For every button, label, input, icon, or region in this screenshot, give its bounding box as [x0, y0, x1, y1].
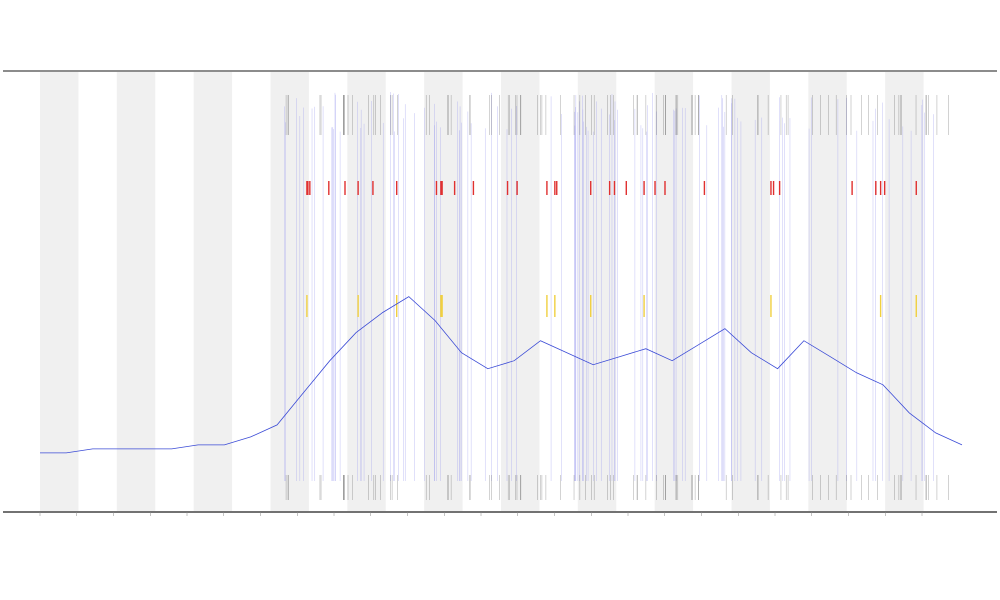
- red-mark: [879, 181, 882, 195]
- shaded-band: [270, 72, 309, 511]
- color-marks: [306, 181, 917, 317]
- shaded-band: [731, 72, 770, 511]
- red-mark: [915, 181, 917, 195]
- yellow-mark: [590, 295, 592, 317]
- yellow-mark: [546, 295, 548, 317]
- red-mark: [590, 181, 592, 195]
- shaded-band: [885, 72, 924, 511]
- red-mark: [613, 181, 616, 195]
- shaded-band: [501, 72, 540, 511]
- yellow-mark: [441, 295, 443, 317]
- shaded-band: [424, 72, 463, 511]
- red-mark: [453, 181, 456, 195]
- yellow-mark: [395, 295, 398, 317]
- shaded-band: [577, 72, 617, 511]
- shaded-band: [40, 72, 79, 511]
- series-line: [40, 296, 963, 454]
- red-mark: [395, 181, 398, 195]
- red-mark: [643, 181, 645, 195]
- rug-ticks: [285, 95, 949, 500]
- red-mark: [851, 181, 853, 195]
- red-mark: [625, 181, 627, 195]
- red-mark: [435, 181, 438, 195]
- spike-lines: [284, 92, 934, 481]
- shaded-band: [116, 72, 156, 511]
- red-mark: [516, 181, 518, 195]
- yellow-mark: [554, 295, 556, 317]
- red-mark: [703, 181, 706, 195]
- red-mark: [344, 181, 346, 195]
- red-mark: [357, 181, 359, 195]
- yellow-mark: [440, 295, 442, 317]
- red-mark: [546, 181, 548, 195]
- yellow-mark: [357, 295, 359, 317]
- red-mark: [372, 181, 374, 195]
- shaded-band: [347, 72, 386, 511]
- red-mark: [883, 181, 886, 195]
- x-ticks: [39, 512, 923, 516]
- red-mark: [554, 181, 556, 195]
- yellow-mark: [879, 295, 882, 317]
- red-mark: [654, 181, 656, 195]
- red-mark: [309, 181, 311, 195]
- red-mark: [664, 181, 666, 195]
- red-mark: [441, 181, 443, 195]
- yellow-mark: [915, 295, 917, 317]
- red-mark: [772, 181, 775, 195]
- red-mark: [306, 181, 308, 195]
- red-mark: [472, 181, 475, 195]
- red-mark: [556, 181, 558, 195]
- red-mark: [307, 181, 309, 195]
- red-mark: [608, 181, 611, 195]
- red-mark: [875, 181, 877, 195]
- shaded-band: [193, 72, 233, 511]
- shaded-band: [808, 72, 847, 511]
- red-mark: [770, 181, 772, 195]
- yellow-mark: [770, 295, 772, 317]
- red-mark: [328, 181, 330, 195]
- shaded-bands: [40, 72, 924, 511]
- yellow-mark: [306, 295, 308, 317]
- yellow-mark: [643, 295, 645, 317]
- red-mark: [440, 181, 442, 195]
- red-mark: [778, 181, 781, 195]
- red-mark: [506, 181, 509, 195]
